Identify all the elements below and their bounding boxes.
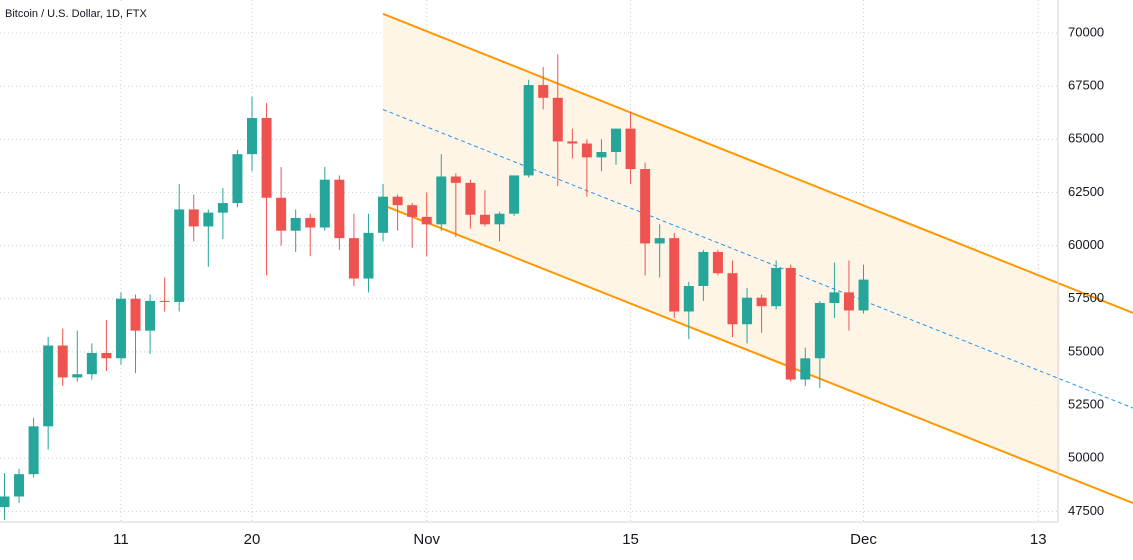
y-tick-label: 47500: [1068, 503, 1104, 518]
candle-body: [247, 118, 257, 155]
candle-body: [552, 97, 563, 142]
candle-body: [392, 196, 403, 206]
candle-body: [57, 345, 68, 378]
candle-body: [261, 118, 272, 198]
y-tick-label: 65000: [1068, 131, 1104, 146]
y-tick-label: 52500: [1068, 396, 1104, 411]
channel-mid: [382, 109, 1133, 409]
candle-body: [669, 238, 680, 312]
channel-upper: [382, 12, 1133, 314]
candle-body: [625, 128, 636, 170]
candle-body: [72, 374, 83, 378]
x-tick-label: 15: [622, 531, 639, 548]
candle-body: [509, 175, 520, 214]
candle-body: [465, 182, 476, 215]
candle-body: [756, 297, 767, 307]
candles: [0, 54, 869, 520]
candle-body: [611, 128, 621, 153]
candle-body: [217, 203, 228, 213]
candle-body: [436, 176, 447, 225]
y-tick-label: 57500: [1068, 290, 1104, 305]
candle-body: [683, 285, 694, 312]
y-tick-label: 62500: [1068, 184, 1104, 199]
candle-body: [712, 251, 723, 274]
candle-body: [101, 352, 112, 359]
x-tick-label: 20: [244, 531, 261, 548]
candle-body: [843, 292, 854, 311]
candle-body: [742, 297, 753, 325]
candle-body: [800, 358, 811, 380]
y-tick-label: 70000: [1068, 24, 1104, 39]
candle-body: [858, 279, 869, 311]
candle-body: [305, 217, 316, 228]
candle-body: [785, 267, 796, 380]
candle-body: [232, 154, 243, 204]
candle-body: [654, 238, 665, 244]
candle-body: [348, 238, 359, 279]
candle-body: [115, 298, 126, 359]
candle-body: [0, 496, 10, 508]
x-tick-label: Nov: [413, 531, 440, 548]
candle-body: [159, 300, 170, 302]
candle-body: [276, 197, 287, 231]
title-bg: [0, 4, 170, 22]
x-tick-label: 13: [1030, 531, 1047, 548]
candle-body: [363, 232, 374, 279]
y-tick-label: 67500: [1068, 78, 1104, 93]
candle-body: [479, 214, 490, 225]
x-tick-label: 11: [113, 531, 129, 548]
candle-body: [407, 205, 418, 217]
candle-body: [130, 298, 141, 331]
candle-body: [698, 251, 709, 286]
channel-lower: [382, 204, 1133, 505]
y-tick-label: 60000: [1068, 237, 1104, 252]
candle-body: [421, 216, 432, 225]
candle-body: [14, 474, 25, 497]
channel: [382, 12, 1133, 505]
candle-body: [28, 426, 39, 475]
candle-body: [86, 352, 97, 375]
chart-title: Bitcoin / U.S. Dollar, 1D, FTX: [5, 8, 147, 20]
candle-body: [494, 213, 505, 225]
y-tick-label: 55000: [1068, 343, 1104, 358]
candle-body: [567, 141, 578, 144]
candle-body: [290, 217, 301, 231]
candle-body: [596, 152, 607, 158]
candle-body: [771, 267, 782, 307]
candle-body: [378, 196, 389, 233]
candle-body: [334, 179, 345, 239]
candle-body: [829, 292, 840, 303]
candle-body: [145, 300, 156, 331]
candle-body: [188, 209, 199, 227]
candle-body: [523, 85, 534, 176]
candle-body: [174, 209, 185, 302]
candle-body: [450, 176, 461, 183]
candle-body: [727, 273, 738, 325]
candle-body: [538, 85, 549, 98]
candle-body: [203, 212, 214, 227]
candle-body: [640, 169, 651, 244]
x-tick-label: Dec: [850, 531, 877, 548]
candle-body: [43, 345, 54, 427]
candle-body: [319, 179, 330, 228]
y-tick-label: 50000: [1068, 450, 1104, 465]
candle-body: [814, 302, 825, 359]
candle-body: [581, 143, 592, 158]
